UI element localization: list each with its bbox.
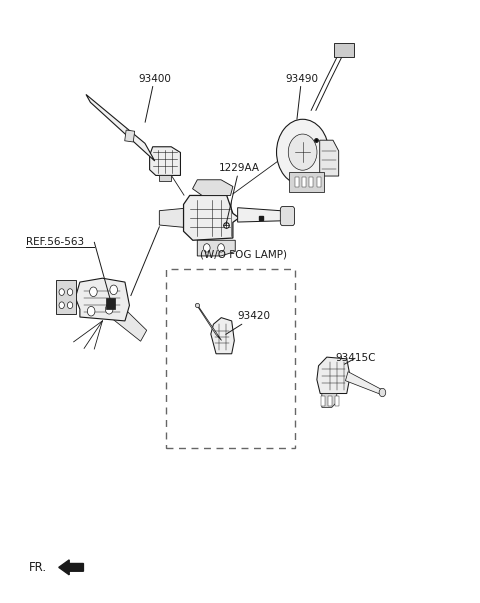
FancyBboxPatch shape xyxy=(295,177,299,188)
Circle shape xyxy=(288,134,317,170)
Polygon shape xyxy=(86,95,155,161)
FancyBboxPatch shape xyxy=(56,280,76,314)
Text: (W/O FOG LAMP): (W/O FOG LAMP) xyxy=(200,250,287,260)
Polygon shape xyxy=(197,240,235,256)
Polygon shape xyxy=(183,195,239,240)
FancyBboxPatch shape xyxy=(328,396,332,406)
Polygon shape xyxy=(196,304,222,341)
FancyBboxPatch shape xyxy=(317,177,321,188)
FancyBboxPatch shape xyxy=(321,396,325,406)
Polygon shape xyxy=(159,207,197,229)
Text: 93420: 93420 xyxy=(226,311,271,334)
Text: FR.: FR. xyxy=(29,561,47,574)
Polygon shape xyxy=(238,207,285,222)
Polygon shape xyxy=(317,357,350,394)
FancyBboxPatch shape xyxy=(289,172,324,192)
Polygon shape xyxy=(322,394,337,408)
Text: 93490: 93490 xyxy=(285,74,318,119)
Polygon shape xyxy=(159,175,171,181)
Circle shape xyxy=(218,244,224,252)
Circle shape xyxy=(67,289,72,295)
Text: 1229AA: 1229AA xyxy=(219,163,260,226)
Polygon shape xyxy=(75,278,130,321)
FancyBboxPatch shape xyxy=(302,177,306,188)
FancyBboxPatch shape xyxy=(310,177,313,188)
Circle shape xyxy=(59,289,64,295)
FancyBboxPatch shape xyxy=(335,43,354,57)
FancyBboxPatch shape xyxy=(106,298,115,309)
Circle shape xyxy=(276,119,329,185)
Circle shape xyxy=(59,302,64,309)
Polygon shape xyxy=(100,294,147,341)
FancyBboxPatch shape xyxy=(280,206,295,226)
FancyArrow shape xyxy=(59,560,84,575)
FancyBboxPatch shape xyxy=(335,396,339,406)
Polygon shape xyxy=(211,318,234,354)
Polygon shape xyxy=(125,130,135,142)
Text: 93400: 93400 xyxy=(138,74,171,122)
Polygon shape xyxy=(320,140,339,176)
Circle shape xyxy=(379,388,386,397)
Circle shape xyxy=(87,306,95,316)
Polygon shape xyxy=(346,371,383,395)
Circle shape xyxy=(90,287,97,297)
Polygon shape xyxy=(150,147,180,175)
Text: REF.56-563: REF.56-563 xyxy=(25,237,84,247)
Circle shape xyxy=(204,244,210,252)
Circle shape xyxy=(67,302,72,309)
Polygon shape xyxy=(192,180,233,195)
Circle shape xyxy=(106,305,113,314)
Text: 93415C: 93415C xyxy=(335,353,375,364)
Circle shape xyxy=(110,285,118,295)
